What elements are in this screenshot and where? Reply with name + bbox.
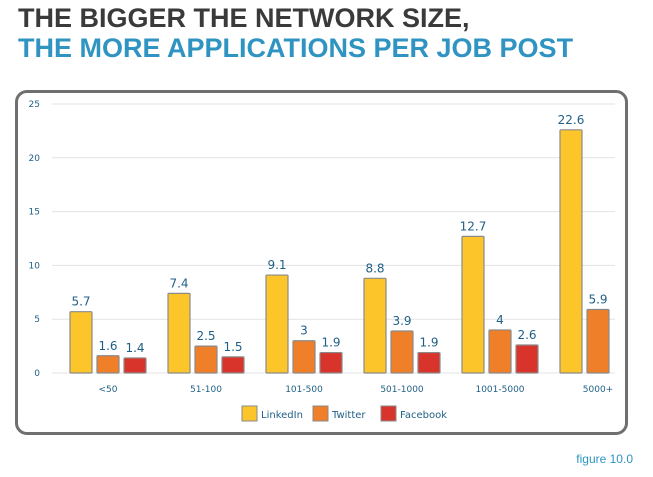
data-label: 1.5 [223, 340, 242, 354]
bar-facebook [515, 344, 539, 374]
data-label: 8.8 [365, 261, 384, 275]
legend-swatch-facebook [380, 405, 397, 422]
bar-twitter [292, 340, 316, 374]
bar-linkedin [559, 129, 583, 374]
data-label: 2.6 [517, 328, 536, 342]
data-label: 1.4 [125, 341, 144, 355]
x-tick-label: 51-100 [190, 385, 222, 395]
legend-label-twitter: Twitter [331, 410, 366, 421]
y-tick-label: 10 [29, 261, 41, 271]
bar-linkedin [167, 292, 191, 374]
y-tick-label: 0 [34, 369, 40, 379]
x-axis-ticks: <50 51-100 101-500 501-1000 1001-5000 5000+ [99, 385, 614, 395]
y-tick-label: 25 [29, 100, 40, 110]
x-tick-label: 501-1000 [380, 385, 424, 395]
y-tick-label: 20 [29, 154, 41, 164]
data-label: 1.6 [98, 339, 117, 353]
bar-twitter [586, 308, 610, 374]
bar-facebook [221, 356, 245, 374]
bars [69, 129, 610, 374]
figure-label: figure 10.0 [576, 452, 633, 466]
bar-twitter [194, 345, 218, 374]
y-tick-label: 15 [29, 208, 40, 218]
bar-linkedin [265, 274, 289, 374]
bar-linkedin [69, 311, 93, 374]
bar-facebook [123, 357, 147, 374]
title-line-1: THE BIGGER THE NETWORK SIZE, [18, 3, 470, 33]
data-label: 2.5 [196, 329, 215, 343]
x-tick-label: 101-500 [285, 385, 323, 395]
legend-swatch-twitter [312, 405, 329, 422]
title-line-2: THE MORE APPLICATIONS PER JOB POST [18, 33, 574, 63]
data-label: 5.9 [588, 293, 607, 307]
x-tick-label: <50 [99, 385, 118, 395]
bar-twitter [390, 330, 414, 374]
x-tick-label: 1001-5000 [475, 385, 524, 395]
bar-linkedin [461, 235, 485, 374]
data-label: 9.1 [267, 258, 286, 272]
data-label: 1.9 [321, 336, 340, 350]
data-label: 12.7 [460, 219, 487, 233]
data-label: 4 [496, 313, 504, 327]
legend: LinkedIn Twitter Facebook [241, 405, 447, 422]
legend-swatch-linkedin [241, 405, 258, 422]
chart-frame [15, 90, 628, 435]
x-tick-label: 5000+ [583, 385, 613, 395]
y-tick-label: 5 [34, 315, 40, 325]
bar-linkedin [363, 277, 387, 374]
data-label: 1.9 [419, 336, 438, 350]
bar-facebook [319, 351, 343, 374]
data-labels: 5.71.6 1.47.42.51.59.131.98.83.91.912.742… [71, 113, 607, 355]
bar-twitter [488, 329, 512, 374]
legend-label-linkedin: LinkedIn [261, 410, 303, 421]
bar-twitter [96, 355, 120, 374]
legend-label-facebook: Facebook [400, 410, 447, 421]
data-label: 22.6 [558, 113, 585, 127]
data-label: 5.7 [71, 295, 90, 309]
y-axis-ticks: 0 5 10 15 20 25 [29, 100, 41, 379]
bar-facebook [417, 351, 441, 374]
data-label: 3 [300, 324, 308, 338]
data-label: 7.4 [169, 276, 188, 290]
data-label: 3.9 [392, 314, 411, 328]
